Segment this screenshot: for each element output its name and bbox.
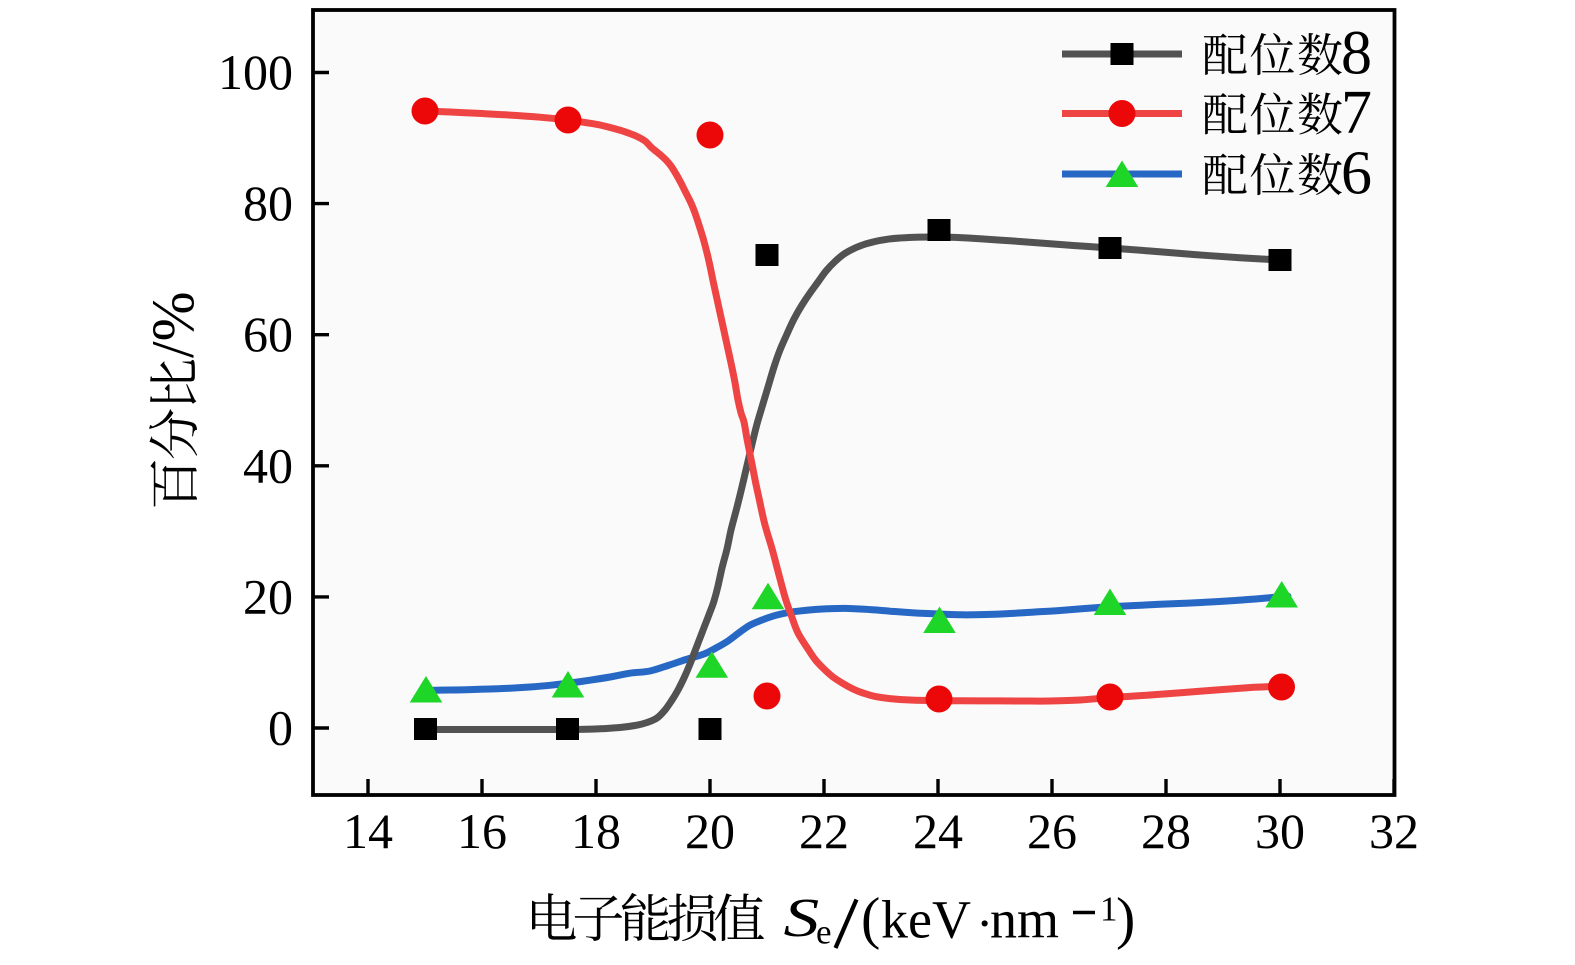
svg-text:S: S bbox=[784, 887, 820, 948]
svg-text:20: 20 bbox=[685, 803, 735, 859]
svg-text:60: 60 bbox=[243, 306, 293, 362]
svg-text:): ) bbox=[1116, 886, 1135, 951]
svg-text:40: 40 bbox=[243, 437, 293, 493]
svg-text:1: 1 bbox=[1100, 890, 1118, 929]
svg-text:7: 7 bbox=[1341, 79, 1372, 147]
svg-text:0: 0 bbox=[268, 700, 293, 756]
svg-text:28: 28 bbox=[1141, 803, 1191, 859]
svg-text:20: 20 bbox=[243, 568, 293, 624]
svg-text:16: 16 bbox=[457, 803, 507, 859]
svg-text:14: 14 bbox=[343, 803, 393, 859]
svg-text:22: 22 bbox=[799, 803, 849, 859]
svg-text:8: 8 bbox=[1341, 20, 1372, 88]
svg-text:/%: /% bbox=[140, 291, 206, 358]
svg-text:30: 30 bbox=[1255, 803, 1305, 859]
svg-text:keV: keV bbox=[881, 890, 971, 950]
svg-text:100: 100 bbox=[218, 44, 293, 100]
svg-text:e: e bbox=[816, 913, 832, 952]
svg-text:6: 6 bbox=[1341, 140, 1372, 208]
svg-text:26: 26 bbox=[1027, 803, 1077, 859]
svg-text:(: ( bbox=[861, 886, 880, 951]
svg-text:18: 18 bbox=[571, 803, 621, 859]
svg-text:·: · bbox=[976, 896, 993, 953]
svg-text:24: 24 bbox=[913, 803, 963, 859]
svg-text:32: 32 bbox=[1369, 803, 1419, 859]
svg-text:nm: nm bbox=[990, 890, 1059, 950]
svg-text:80: 80 bbox=[243, 175, 293, 231]
